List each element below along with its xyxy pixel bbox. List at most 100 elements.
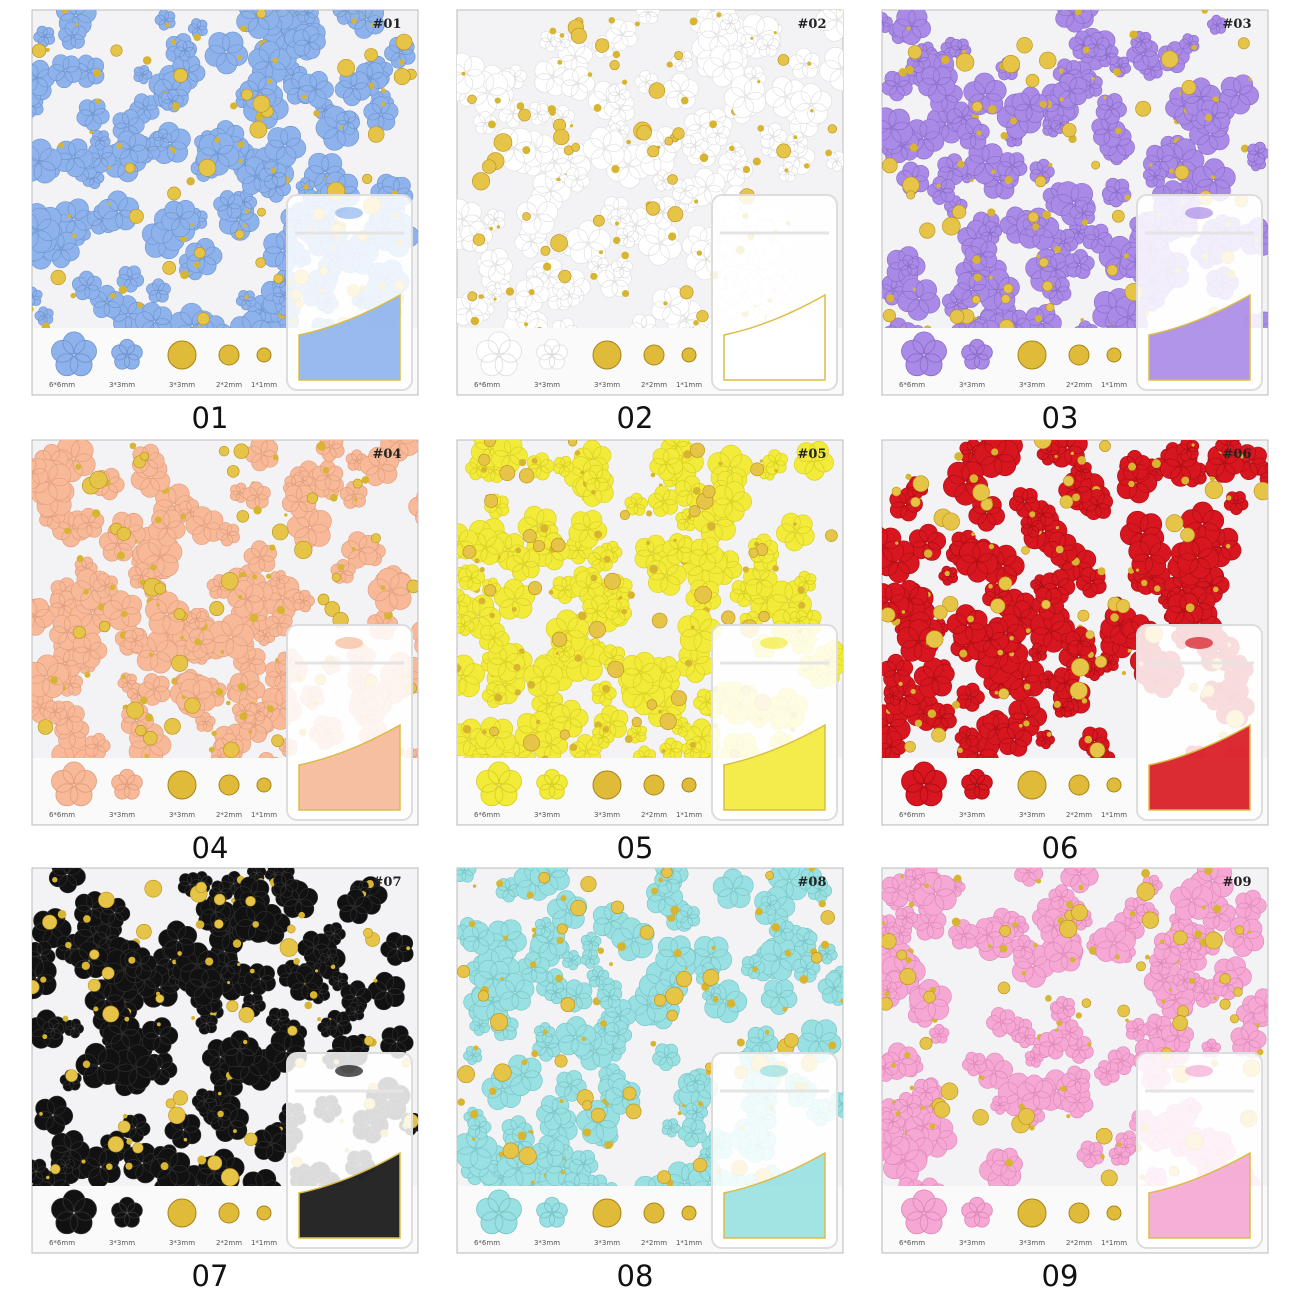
bead (1010, 117, 1018, 125)
bead (362, 173, 373, 184)
flower (258, 160, 287, 190)
bead (524, 322, 529, 327)
bead (570, 27, 587, 44)
flower (798, 868, 825, 895)
bead (170, 39, 177, 45)
bead (882, 933, 897, 950)
bead (1273, 470, 1278, 475)
flower (363, 96, 399, 131)
bead (1058, 68, 1064, 74)
bead (683, 450, 692, 459)
bead (603, 555, 611, 563)
bead (239, 712, 248, 721)
flower (191, 1088, 217, 1114)
flower (895, 906, 918, 930)
flower (228, 670, 266, 708)
bead (1045, 303, 1055, 312)
bead (21, 604, 27, 610)
bead-icon (1017, 770, 1047, 800)
flower (124, 947, 157, 981)
bead (139, 696, 148, 705)
bead (665, 986, 684, 1006)
bead (1056, 1019, 1063, 1027)
bead (32, 43, 47, 58)
bead (1062, 122, 1077, 138)
bead (1181, 80, 1197, 95)
flower (92, 572, 118, 599)
flower (582, 464, 611, 493)
flower (997, 722, 1033, 757)
flower-icon (901, 761, 947, 807)
bead (1069, 956, 1076, 963)
bead (646, 510, 653, 517)
bead (1078, 884, 1084, 891)
flower (141, 1017, 179, 1055)
size-label: 2*2mm (216, 811, 242, 819)
bead (493, 297, 497, 301)
bead (91, 509, 101, 518)
size-label: 1*1mm (1101, 811, 1127, 819)
panel-tag: #04 (373, 447, 402, 462)
panel-tag: #07 (373, 875, 402, 890)
size-label: 2*2mm (216, 1239, 242, 1247)
flower (583, 1174, 609, 1186)
bead (1035, 315, 1042, 323)
bead (1168, 988, 1172, 992)
bead (370, 533, 381, 544)
bead (180, 635, 184, 640)
bead (604, 1140, 614, 1149)
bead (1029, 511, 1036, 518)
flower (605, 598, 633, 625)
bead (226, 700, 231, 706)
flower (185, 506, 224, 545)
bead (699, 153, 709, 163)
flower (1206, 14, 1227, 35)
flower (654, 868, 682, 895)
bead (499, 465, 516, 482)
bead (233, 443, 249, 459)
bead-icon (1106, 347, 1122, 363)
panel-caption: 02 (617, 401, 654, 435)
flower (1009, 487, 1040, 518)
flower (264, 125, 307, 168)
bead (807, 61, 812, 66)
bead (896, 949, 908, 961)
flower (659, 737, 684, 758)
bag-contents (723, 723, 826, 811)
flower (1028, 643, 1048, 663)
flower-icon (961, 768, 993, 800)
bead (1113, 68, 1121, 76)
flower (242, 1168, 282, 1186)
bead (689, 741, 696, 749)
flower-icon (536, 338, 568, 370)
flower (215, 522, 240, 547)
flower (506, 546, 541, 582)
bead (1046, 731, 1052, 737)
bead (742, 165, 751, 174)
flower (534, 727, 569, 758)
bead (750, 462, 765, 477)
bead (1025, 628, 1031, 634)
flower (341, 531, 378, 569)
flower (71, 270, 102, 301)
bead (557, 59, 563, 65)
bead (522, 212, 531, 221)
bead (716, 12, 722, 18)
bead (169, 146, 173, 150)
bead (1055, 545, 1064, 554)
bead (234, 229, 245, 240)
bag-hole (1185, 637, 1213, 649)
flower (555, 1016, 597, 1057)
flower (1165, 592, 1204, 631)
bead (1032, 223, 1040, 231)
bead (116, 526, 131, 541)
bead (351, 547, 356, 551)
bead (531, 927, 537, 933)
flower (892, 10, 931, 46)
bead (126, 1138, 133, 1145)
bead (685, 659, 693, 667)
flower (898, 1177, 924, 1186)
flower (58, 21, 87, 50)
flower (208, 613, 255, 659)
size-label: 6*6mm (474, 811, 500, 819)
